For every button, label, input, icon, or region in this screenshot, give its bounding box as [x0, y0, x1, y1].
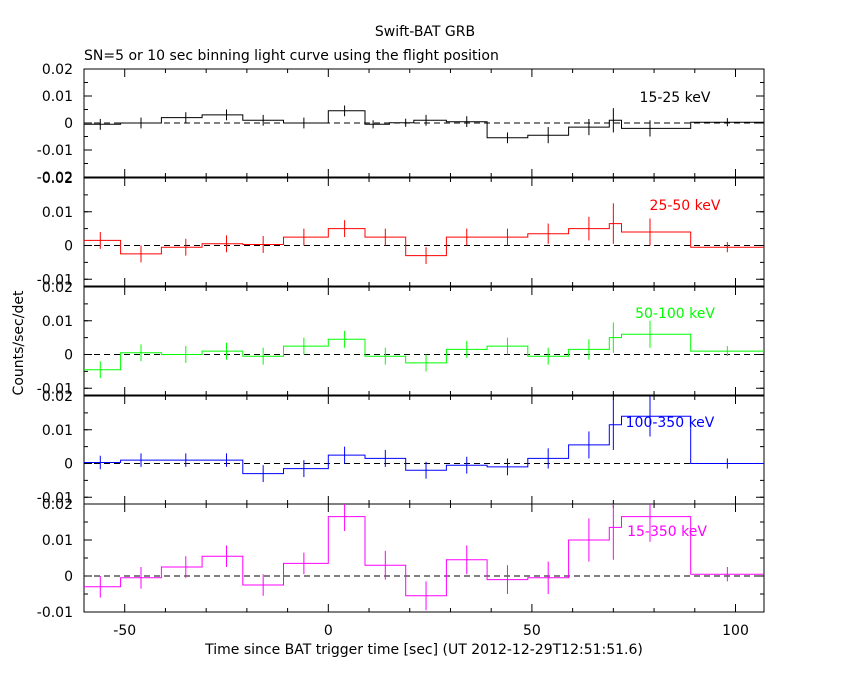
y-axis-label: Counts/sec/det [11, 290, 27, 395]
y-tick-label: 0.02 [42, 497, 73, 513]
y-tick-label: -0.01 [37, 605, 73, 621]
y-tick-label: 0.01 [42, 533, 73, 549]
panel-0: -0.02 -0.01 0 0.01 0.02 15-25 keV [37, 62, 765, 186]
y-tick-label: 0 [64, 348, 73, 364]
y-tick-label: 0 [64, 569, 73, 585]
y-tick-label: 0.02 [42, 62, 73, 78]
x-tick-label: 50 [523, 623, 541, 639]
panel-1: -0.01 0 0.01 0.02 25-50 keV [37, 171, 765, 288]
y-tick-label: 0.01 [42, 89, 73, 105]
y-tick-label: -0.01 [37, 381, 73, 397]
band-label: 25-50 keV [650, 198, 721, 214]
x-tick-label: 100 [722, 623, 749, 639]
panel-4: -0.01 0 0.01 0.02 15-350 keV [37, 497, 765, 621]
series-step-line [84, 110, 764, 139]
series-step-line [84, 333, 764, 371]
y-tick-label: 0.02 [42, 389, 73, 405]
y-tick-label: 0.01 [42, 423, 73, 439]
chart-title: Swift-BAT GRB [375, 24, 475, 40]
band-label: 15-25 keV [640, 90, 711, 106]
x-axis-label: Time since BAT trigger time [sec] (UT 20… [204, 642, 643, 658]
y-tick-label: 0.01 [42, 205, 73, 221]
y-tick-label: 0.02 [42, 171, 73, 187]
panel-3: -0.01 0 0.01 0.02 100-350 keV [37, 389, 765, 506]
panel-frame [83, 177, 765, 287]
y-tick-label: -0.01 [37, 143, 73, 159]
chart-subtitle: SN=5 or 10 sec binning light curve using… [84, 48, 499, 64]
panels: -0.02 -0.01 0 0.01 0.02 15-25 keV -0.01 0 0.01 0.… [37, 62, 765, 639]
band-label: 50-100 keV [635, 306, 715, 322]
y-tick-label: 0.01 [42, 314, 73, 330]
series-step-line [84, 223, 764, 257]
y-tick-label: -0.02 [37, 170, 73, 186]
y-tick-label: 0.02 [42, 280, 73, 296]
y-tick-label: 0 [64, 239, 73, 255]
y-tick-label: -0.01 [37, 490, 73, 506]
panel-2: -0.01 0 0.01 0.02 50-100 keV [37, 280, 765, 397]
series-step-line [84, 516, 764, 597]
y-tick-label: -0.01 [37, 272, 73, 288]
x-tick-label: -50 [113, 623, 136, 639]
y-tick-label: 0 [64, 457, 73, 473]
panel-frame [83, 286, 765, 396]
x-tick-label: 0 [324, 623, 333, 639]
panel-frame [83, 395, 765, 505]
band-label: 100-350 keV [626, 415, 715, 431]
y-tick-label: 0 [64, 116, 73, 132]
band-label: 15-350 keV [627, 524, 707, 540]
